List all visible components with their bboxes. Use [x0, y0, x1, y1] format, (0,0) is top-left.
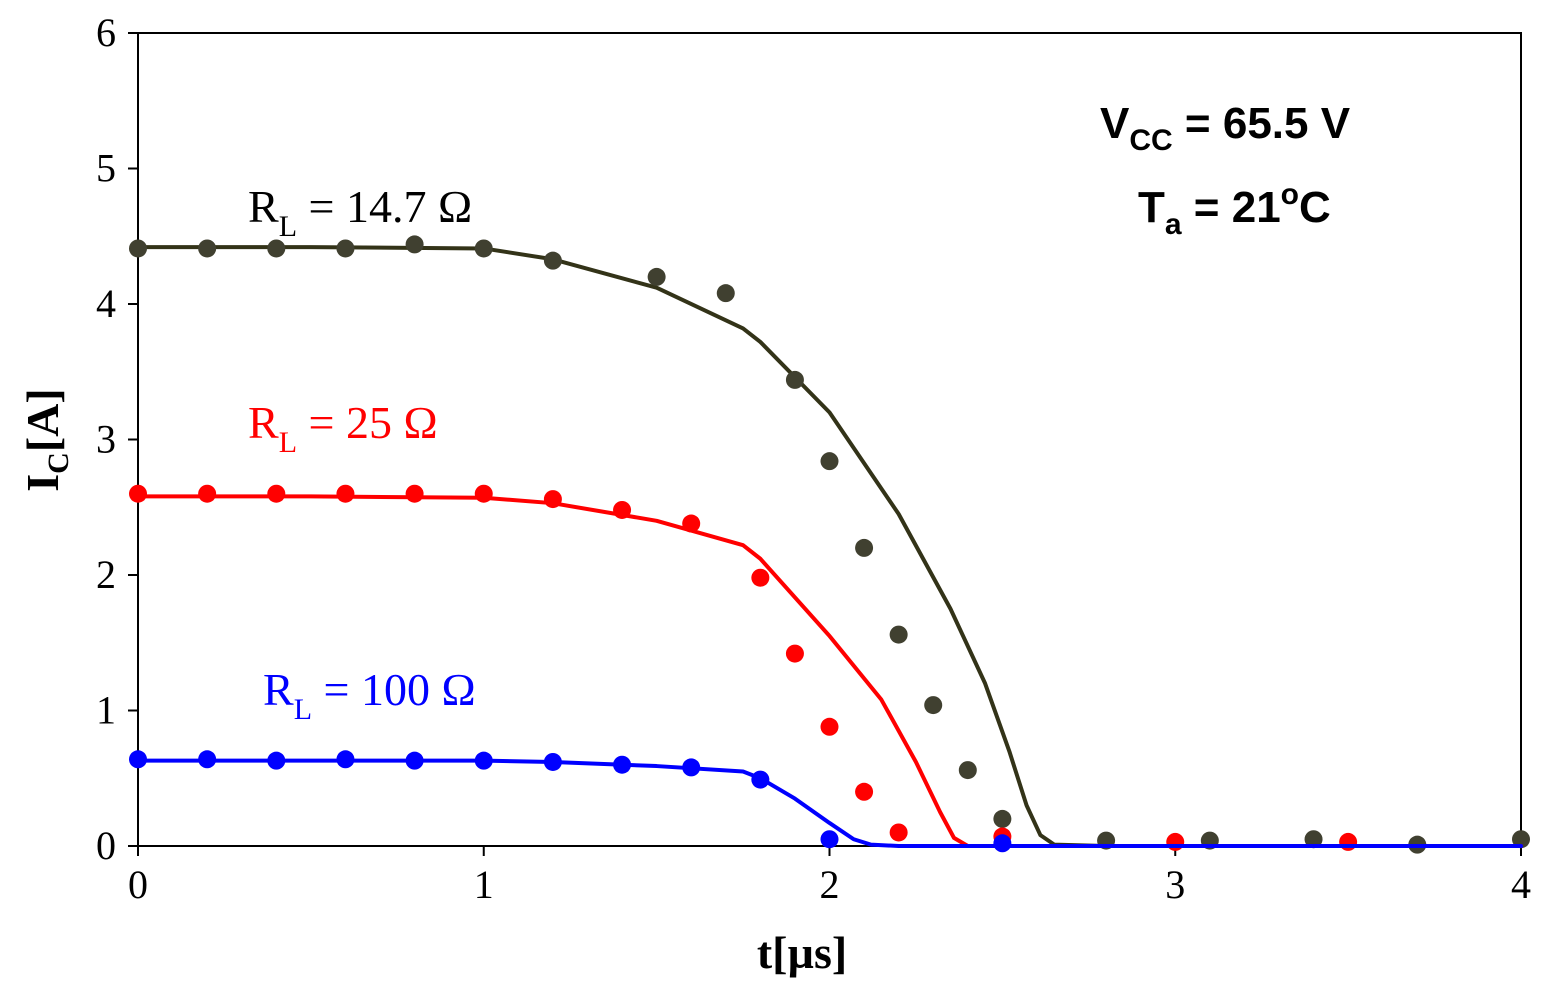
data-point: [785, 644, 804, 663]
data-point: [647, 267, 666, 286]
data-point: [336, 750, 355, 769]
data-point: [1339, 832, 1358, 851]
data-point: [129, 239, 147, 258]
data-point: [405, 235, 424, 254]
data-point: [820, 717, 839, 736]
y-tick-label-3: 3: [96, 417, 116, 462]
data-point: [1512, 830, 1530, 849]
y-tick-label-5: 5: [96, 146, 116, 191]
data-point: [613, 755, 632, 774]
series-group: [129, 235, 1530, 854]
data-point: [405, 484, 424, 503]
axes: 0 1 2 3 4 5 6 0 1 2 3 4: [96, 10, 1531, 907]
series-line-2: [136, 758, 1523, 848]
data-point: [958, 761, 977, 780]
data-point: [613, 500, 632, 519]
data-point: [267, 484, 286, 503]
data-point: [129, 750, 147, 769]
data-point: [855, 782, 874, 801]
data-point: [198, 239, 217, 258]
data-point: [785, 370, 804, 389]
data-point: [474, 239, 493, 258]
series-2: [129, 750, 1523, 853]
data-point: [924, 696, 943, 715]
data-point: [543, 490, 562, 509]
vcc-condition: VCC = 65.5 V: [1100, 99, 1351, 157]
data-point: [751, 770, 770, 789]
y-tick-label-4: 4: [96, 281, 116, 326]
y-tick-label-6: 6: [96, 10, 116, 55]
series-0: [129, 235, 1530, 854]
series-label-100-ohm: RL = 100 Ω: [263, 664, 476, 726]
y-tick-label-1: 1: [96, 688, 116, 733]
y-tick-label-2: 2: [96, 552, 116, 597]
x-tick-label-0: 0: [128, 862, 148, 907]
data-point: [474, 751, 493, 770]
data-point: [682, 514, 701, 533]
data-point: [889, 823, 908, 842]
data-point: [820, 830, 839, 849]
data-point: [993, 834, 1012, 853]
series-line-0: [136, 245, 1523, 848]
x-tick-label-2: 2: [820, 862, 840, 907]
data-point: [751, 568, 770, 587]
data-point: [543, 752, 562, 771]
data-point: [855, 538, 874, 557]
data-point: [267, 751, 286, 770]
data-point: [336, 239, 355, 258]
ta-condition: Ta = 21oC: [1138, 178, 1331, 241]
data-point: [267, 239, 286, 258]
y-tick-label-0: 0: [96, 823, 116, 868]
data-point: [993, 809, 1012, 828]
data-point: [1304, 830, 1323, 849]
data-point: [716, 284, 735, 303]
x-tick-label-3: 3: [1165, 862, 1185, 907]
series-line-1: [136, 494, 1523, 848]
data-point: [405, 751, 424, 770]
data-point: [1166, 832, 1185, 851]
x-tick-label-4: 4: [1511, 862, 1531, 907]
data-point: [543, 251, 562, 270]
x-axis-title: t[µs]: [757, 927, 847, 978]
data-point: [889, 625, 908, 644]
series-label-14-7-ohm: RL = 14.7 Ω: [248, 181, 472, 243]
x-tick-label-1: 1: [474, 862, 494, 907]
data-point: [820, 452, 839, 471]
data-point: [682, 758, 701, 777]
series-label-25-ohm: RL = 25 Ω: [248, 397, 438, 459]
data-point: [198, 750, 217, 769]
data-point: [474, 484, 493, 503]
data-point: [198, 484, 217, 503]
y-axis-title: IC[A]: [17, 388, 75, 491]
data-point: [129, 484, 147, 503]
data-point: [336, 484, 355, 503]
